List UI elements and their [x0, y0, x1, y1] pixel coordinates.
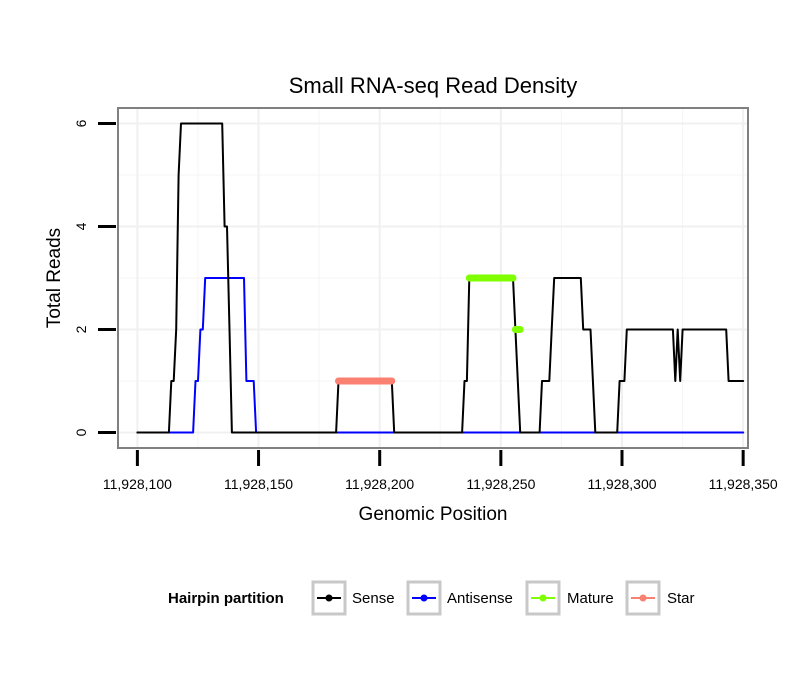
x-axis-title: Genomic Position — [359, 504, 508, 525]
x-tick-label: 11,928,200 — [345, 476, 414, 492]
series-line-sense — [136, 122, 745, 434]
legend-dot-sense — [325, 594, 333, 602]
x-tick-label: 11,928,100 — [103, 476, 172, 492]
legend-entry-star: Star — [625, 580, 695, 616]
y-tick-label: 2 — [73, 325, 89, 333]
y-tick-label: 6 — [73, 119, 89, 127]
x-axis: 11,928,100 11,928,150 11,928,200 11,928,250… — [103, 450, 778, 492]
x-tick-label: 11,928,300 — [587, 476, 656, 492]
y-tick-label: 4 — [73, 222, 89, 230]
legend-label-antisense: Antisense — [447, 590, 513, 607]
y-axis: 0 2 4 6 — [73, 119, 116, 436]
legend-entry-antisense: Antisense — [406, 580, 513, 616]
legend-entry-sense: Sense — [311, 580, 395, 616]
legend-label-sense: Sense — [352, 590, 395, 607]
legend: Hairpin partition Sense Antisense Mature… — [168, 580, 695, 616]
legend-dot-star — [639, 594, 647, 602]
plot-border — [117, 107, 749, 449]
legend-entry-mature: Mature — [525, 580, 614, 616]
legend-title: Hairpin partition — [168, 590, 284, 607]
legend-dot-antisense — [420, 594, 428, 602]
legend-label-star: Star — [667, 590, 695, 607]
x-tick-label: 11,928,150 — [224, 476, 293, 492]
legend-label-mature: Mature — [567, 590, 614, 607]
series-layer — [136, 122, 745, 434]
y-tick-label: 0 — [73, 428, 89, 436]
x-tick-label: 11,928,250 — [466, 476, 535, 492]
chart-title: Small RNA-seq Read Density — [289, 73, 578, 98]
y-axis-title: Total Reads — [44, 228, 65, 328]
legend-dot-mature — [539, 594, 547, 602]
x-tick-label: 11,928,350 — [709, 476, 778, 492]
